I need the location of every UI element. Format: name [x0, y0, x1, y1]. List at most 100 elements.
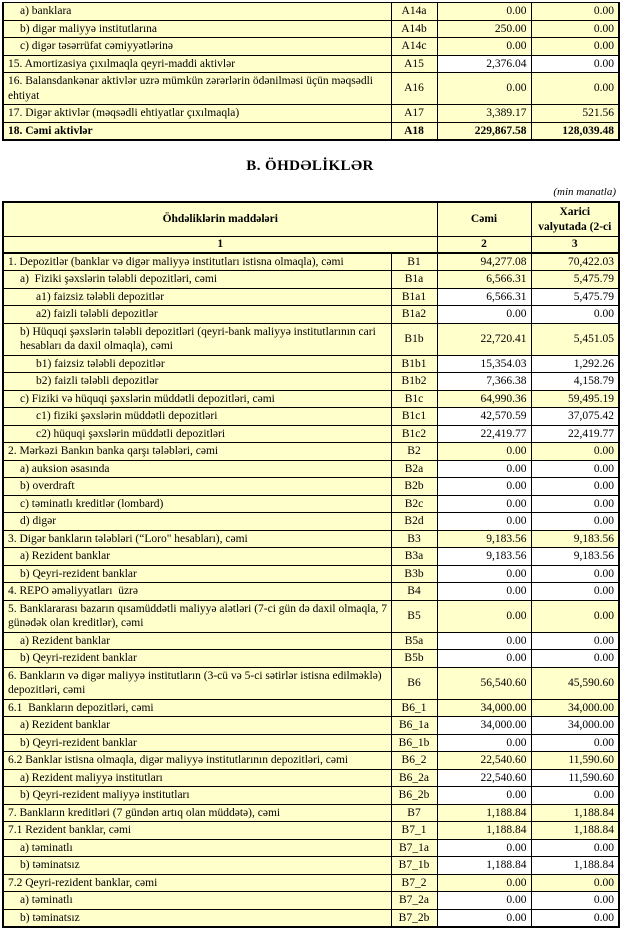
table-row: a) Fiziki şəxslərin tələbli depozitləri,… — [2, 270, 620, 289]
value-total-cell: 0.00 — [436, 305, 532, 324]
item-label-cell: a) Rezident maliyyə institutları — [2, 768, 392, 787]
value-foreign-currency-cell: 11,590.60 — [530, 768, 620, 787]
table-row: a) Rezident banklar B3a 9,183.56 9,183.56 — [2, 547, 620, 566]
value-foreign-currency-cell: 22,419.77 — [530, 424, 620, 443]
table-row: 6. Bankların və digər maliyyə institutla… — [2, 666, 620, 700]
table-row: b) Qeyri-rezident banklar B5b 0.00 0.00 — [2, 649, 620, 668]
item-code-cell: B6_2 — [390, 751, 438, 770]
item-label-cell: 5. Banklararası bazarın qısamüddətli mal… — [2, 599, 392, 633]
item-code-cell: A14a — [390, 2, 438, 21]
value-total-cell: 2,376.04 — [436, 54, 532, 73]
item-code-cell: B5a — [390, 631, 438, 650]
value-total-cell: 22,720.41 — [436, 322, 532, 356]
value-foreign-currency-cell: 0.00 — [530, 599, 620, 633]
item-code-cell: B6_1 — [390, 698, 438, 717]
value-total-cell: 7,366.38 — [436, 372, 532, 391]
item-label-cell: a) Rezident banklar — [2, 716, 392, 735]
value-total-cell: 9,183.56 — [436, 547, 532, 566]
value-total-cell: 0.00 — [436, 477, 532, 496]
item-code-cell: A15 — [390, 54, 438, 73]
value-total-cell: 0.00 — [436, 37, 532, 56]
value-foreign-currency-cell: 0.00 — [530, 631, 620, 650]
item-label-cell: 1. Depozitlər (banklar və digər maliyyə … — [2, 252, 392, 271]
value-foreign-currency-cell: 45,590.60 — [530, 666, 620, 700]
item-code-cell: B1b — [390, 322, 438, 356]
item-label-cell: 18. Cəmi aktivlər — [2, 121, 392, 141]
item-label-cell: 17. Digər aktivlər (məqsədli ehtiyatlar … — [2, 104, 392, 123]
value-foreign-currency-cell: 1,188.84 — [530, 856, 620, 875]
item-label-cell: 6.1 Bankların depozitləri, cəmi — [2, 698, 392, 717]
item-code-cell: B1b2 — [390, 372, 438, 391]
column-number-1: 1 — [2, 236, 438, 254]
item-label-cell: a1) faizsiz tələbli depozitlər — [2, 287, 392, 306]
table-row: 4. REPO əməliyyatları üzrə B4 0.00 0.00 — [2, 582, 620, 601]
value-total-cell: 22,540.60 — [436, 768, 532, 787]
table-row: a) Rezident banklar B6_1a 34,000.00 34,000.… — [2, 716, 620, 735]
item-code-cell: B1c2 — [390, 424, 438, 443]
item-code-cell: B2a — [390, 459, 438, 478]
table-row: 6.2 Banklar istisna olmaqla, digər maliy… — [2, 751, 620, 770]
table-row: 15. Amortizasiya çıxılmaqla qeyri-maddi … — [2, 54, 620, 73]
table-row: b) digər maliyyə institutlarına A14b 250.0… — [2, 19, 620, 38]
item-code-cell: B1a — [390, 270, 438, 289]
value-total-cell: 56,540.60 — [436, 666, 532, 700]
value-foreign-currency-cell: 0.00 — [530, 72, 620, 105]
value-foreign-currency-cell: 5,475.79 — [530, 287, 620, 306]
value-foreign-currency-cell: 0.00 — [530, 649, 620, 668]
table-row: a) Rezident banklar B5a 0.00 0.00 — [2, 631, 620, 650]
item-label-cell: b) Hüquqi şəxslərin tələbli depozitləri … — [2, 322, 392, 356]
value-total-cell: 9,183.56 — [436, 529, 532, 548]
table-row: a2) faizli tələbli depozitlər B1a2 0.00 0.0… — [2, 305, 620, 324]
item-label-cell: b) təminatsız — [2, 908, 392, 928]
value-total-cell: 0.00 — [436, 564, 532, 583]
value-foreign-currency-cell: 0.00 — [530, 442, 620, 461]
item-label-cell: d) digər — [2, 512, 392, 531]
value-foreign-currency-cell: 9,183.56 — [530, 547, 620, 566]
value-foreign-currency-cell: 4,158.79 — [530, 372, 620, 391]
table-row: c) təminatlı kreditlər (lombard) B2c 0.00 0… — [2, 494, 620, 513]
table-row: b) Hüquqi şəxslərin tələbli depozitləri … — [2, 322, 620, 356]
item-code-cell: B7_2 — [390, 873, 438, 892]
table-row: a) Rezident maliyyə institutları B6_2a 22,… — [2, 768, 620, 787]
value-total-cell: 22,540.60 — [436, 751, 532, 770]
item-label-cell: 7. Bankların kreditləri (7 gündən artıq … — [2, 803, 392, 822]
column-number-2: 2 — [436, 236, 532, 254]
value-total-cell: 0.00 — [436, 649, 532, 668]
item-code-cell: B2b — [390, 477, 438, 496]
value-total-cell: 34,000.00 — [436, 716, 532, 735]
value-foreign-currency-cell: 0.00 — [530, 477, 620, 496]
value-total-cell: 0.00 — [436, 631, 532, 650]
item-code-cell: B7_1a — [390, 838, 438, 857]
table-row: c) Fiziki və hüquqi şəxslərin müddətli d… — [2, 389, 620, 408]
table-row: a) banklara A14a 0.00 0.00 — [2, 2, 620, 21]
item-code-cell: B6_1b — [390, 733, 438, 752]
value-foreign-currency-cell: 0.00 — [530, 2, 620, 21]
value-foreign-currency-cell: 0.00 — [530, 459, 620, 478]
value-foreign-currency-cell: 0.00 — [530, 891, 620, 910]
item-label-cell: c) Fiziki və hüquqi şəxslərin müddətli d… — [2, 389, 392, 408]
table-row: b) təminatsız B7_1b 1,188.84 1,188.84 — [2, 856, 620, 875]
item-code-cell: B1c1 — [390, 407, 438, 426]
item-code-cell: B6_2b — [390, 786, 438, 805]
item-code-cell: B7_1 — [390, 821, 438, 840]
table-row: b) Qeyri-rezident banklar B3b 0.00 0.00 — [2, 564, 620, 583]
table-row: 2. Mərkəzi Bankın banka qarşı tələbləri,… — [2, 442, 620, 461]
value-foreign-currency-cell: 0.00 — [530, 838, 620, 857]
table-row: 5. Banklararası bazarın qısamüddətli mal… — [2, 599, 620, 633]
value-total-cell: 0.00 — [436, 494, 532, 513]
table-row: b2) faizli tələbli depozitlər B1b2 7,366.3… — [2, 372, 620, 391]
value-foreign-currency-cell: 521.56 — [530, 104, 620, 123]
item-code-cell: B6_2a — [390, 768, 438, 787]
value-total-cell: 6,566.31 — [436, 287, 532, 306]
table-row: 3. Digər bankların tələbləri (“Loro" hes… — [2, 529, 620, 548]
item-label-cell: 3. Digər bankların tələbləri (“Loro" hes… — [2, 529, 392, 548]
item-label-cell: c1) fiziki şəxslərin müddətli depozitlər… — [2, 407, 392, 426]
value-total-cell: 1,188.84 — [436, 821, 532, 840]
table-row: 16. Balansdankənar aktivlər uzrə mümkün … — [2, 72, 620, 105]
value-total-cell: 0.00 — [436, 838, 532, 857]
value-foreign-currency-cell: 0.00 — [530, 54, 620, 73]
item-code-cell: B2d — [390, 512, 438, 531]
value-foreign-currency-cell: 9,183.56 — [530, 529, 620, 548]
item-code-cell: A18 — [390, 121, 438, 141]
item-code-cell: B6_1a — [390, 716, 438, 735]
